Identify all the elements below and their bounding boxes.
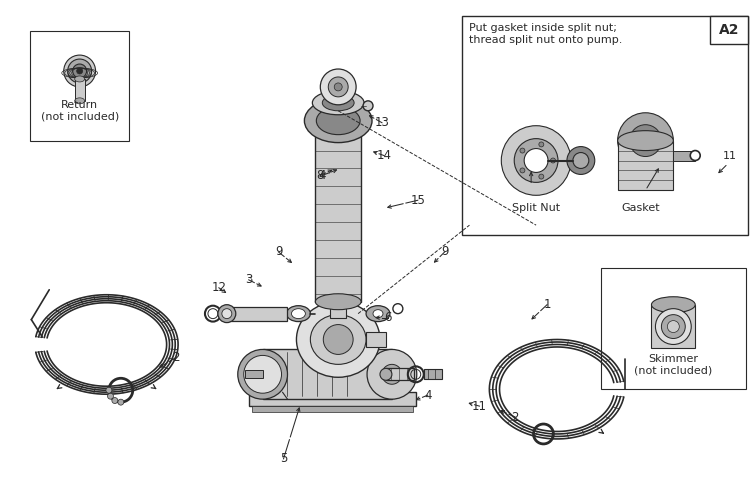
Bar: [366, 332, 386, 347]
Ellipse shape: [312, 91, 364, 115]
Text: Split Nut: Split Nut: [512, 204, 560, 214]
Text: 8: 8: [317, 169, 324, 182]
Text: 13: 13: [374, 116, 390, 129]
Bar: [617, 140, 673, 190]
Ellipse shape: [292, 308, 305, 318]
Ellipse shape: [305, 99, 372, 142]
Ellipse shape: [108, 393, 114, 399]
Ellipse shape: [329, 77, 348, 97]
Bar: [252, 406, 413, 412]
Bar: [74, 79, 85, 101]
Ellipse shape: [662, 314, 685, 338]
Text: 15: 15: [411, 194, 425, 207]
Text: 4: 4: [319, 169, 326, 182]
Ellipse shape: [118, 399, 124, 405]
Ellipse shape: [629, 124, 662, 156]
Ellipse shape: [550, 158, 556, 163]
Ellipse shape: [244, 356, 281, 393]
Text: A2: A2: [719, 23, 739, 37]
Ellipse shape: [690, 150, 700, 160]
Ellipse shape: [74, 76, 85, 82]
Ellipse shape: [524, 148, 548, 172]
Ellipse shape: [73, 64, 86, 78]
Ellipse shape: [539, 174, 544, 179]
Text: 11: 11: [723, 150, 737, 160]
Bar: [330, 302, 346, 318]
Ellipse shape: [106, 387, 112, 393]
Ellipse shape: [323, 324, 353, 354]
Bar: [244, 370, 262, 378]
Ellipse shape: [222, 308, 232, 318]
Ellipse shape: [296, 302, 380, 378]
Ellipse shape: [520, 148, 525, 153]
Ellipse shape: [366, 306, 390, 322]
Ellipse shape: [315, 111, 361, 130]
Ellipse shape: [573, 152, 589, 168]
Text: Gasket: Gasket: [621, 204, 660, 214]
Text: 3: 3: [245, 274, 253, 286]
Bar: [651, 304, 695, 348]
Text: Skimmer
(not included): Skimmer (not included): [634, 354, 712, 375]
Ellipse shape: [667, 320, 679, 332]
Text: Put gasket inside split nut;
thread split nut onto pump.: Put gasket inside split nut; thread spli…: [469, 24, 623, 45]
Ellipse shape: [520, 168, 525, 173]
Ellipse shape: [367, 350, 417, 399]
Bar: [710, 16, 748, 44]
Bar: [462, 16, 748, 235]
Ellipse shape: [502, 126, 571, 196]
Ellipse shape: [323, 95, 354, 111]
Text: 4: 4: [424, 388, 432, 402]
Text: 9: 9: [441, 246, 448, 258]
Bar: [423, 370, 441, 380]
Ellipse shape: [74, 98, 85, 104]
Ellipse shape: [380, 368, 392, 380]
Bar: [262, 350, 392, 399]
Ellipse shape: [539, 142, 544, 147]
Text: 5: 5: [280, 452, 287, 466]
Ellipse shape: [238, 350, 287, 399]
Bar: [315, 120, 361, 302]
Ellipse shape: [112, 398, 118, 404]
Ellipse shape: [317, 107, 360, 134]
Ellipse shape: [617, 113, 673, 168]
Text: 1: 1: [543, 298, 550, 311]
Ellipse shape: [382, 364, 402, 384]
Bar: [673, 150, 695, 160]
Ellipse shape: [77, 68, 83, 74]
Bar: [249, 392, 416, 406]
Ellipse shape: [567, 146, 595, 174]
Ellipse shape: [514, 138, 558, 182]
Bar: [30, 31, 129, 140]
Ellipse shape: [311, 314, 366, 364]
Ellipse shape: [638, 132, 653, 148]
Text: 2: 2: [172, 351, 180, 364]
Text: 14: 14: [377, 149, 392, 162]
Ellipse shape: [315, 294, 361, 310]
Text: 12: 12: [211, 282, 226, 294]
Text: 11: 11: [472, 400, 487, 412]
Ellipse shape: [656, 308, 691, 344]
Ellipse shape: [68, 59, 92, 83]
Ellipse shape: [651, 296, 695, 312]
Ellipse shape: [320, 69, 356, 105]
Text: 2: 2: [511, 410, 519, 424]
Ellipse shape: [287, 306, 311, 322]
Text: 6: 6: [384, 311, 392, 324]
Ellipse shape: [617, 130, 673, 150]
Bar: [601, 268, 746, 389]
Text: 9: 9: [274, 246, 282, 258]
Bar: [386, 368, 414, 380]
Bar: [227, 306, 287, 320]
Ellipse shape: [363, 101, 373, 111]
Ellipse shape: [64, 55, 96, 87]
Ellipse shape: [334, 83, 342, 91]
Text: Return
(not included): Return (not included): [41, 100, 119, 122]
Ellipse shape: [373, 310, 383, 318]
Ellipse shape: [218, 304, 236, 322]
